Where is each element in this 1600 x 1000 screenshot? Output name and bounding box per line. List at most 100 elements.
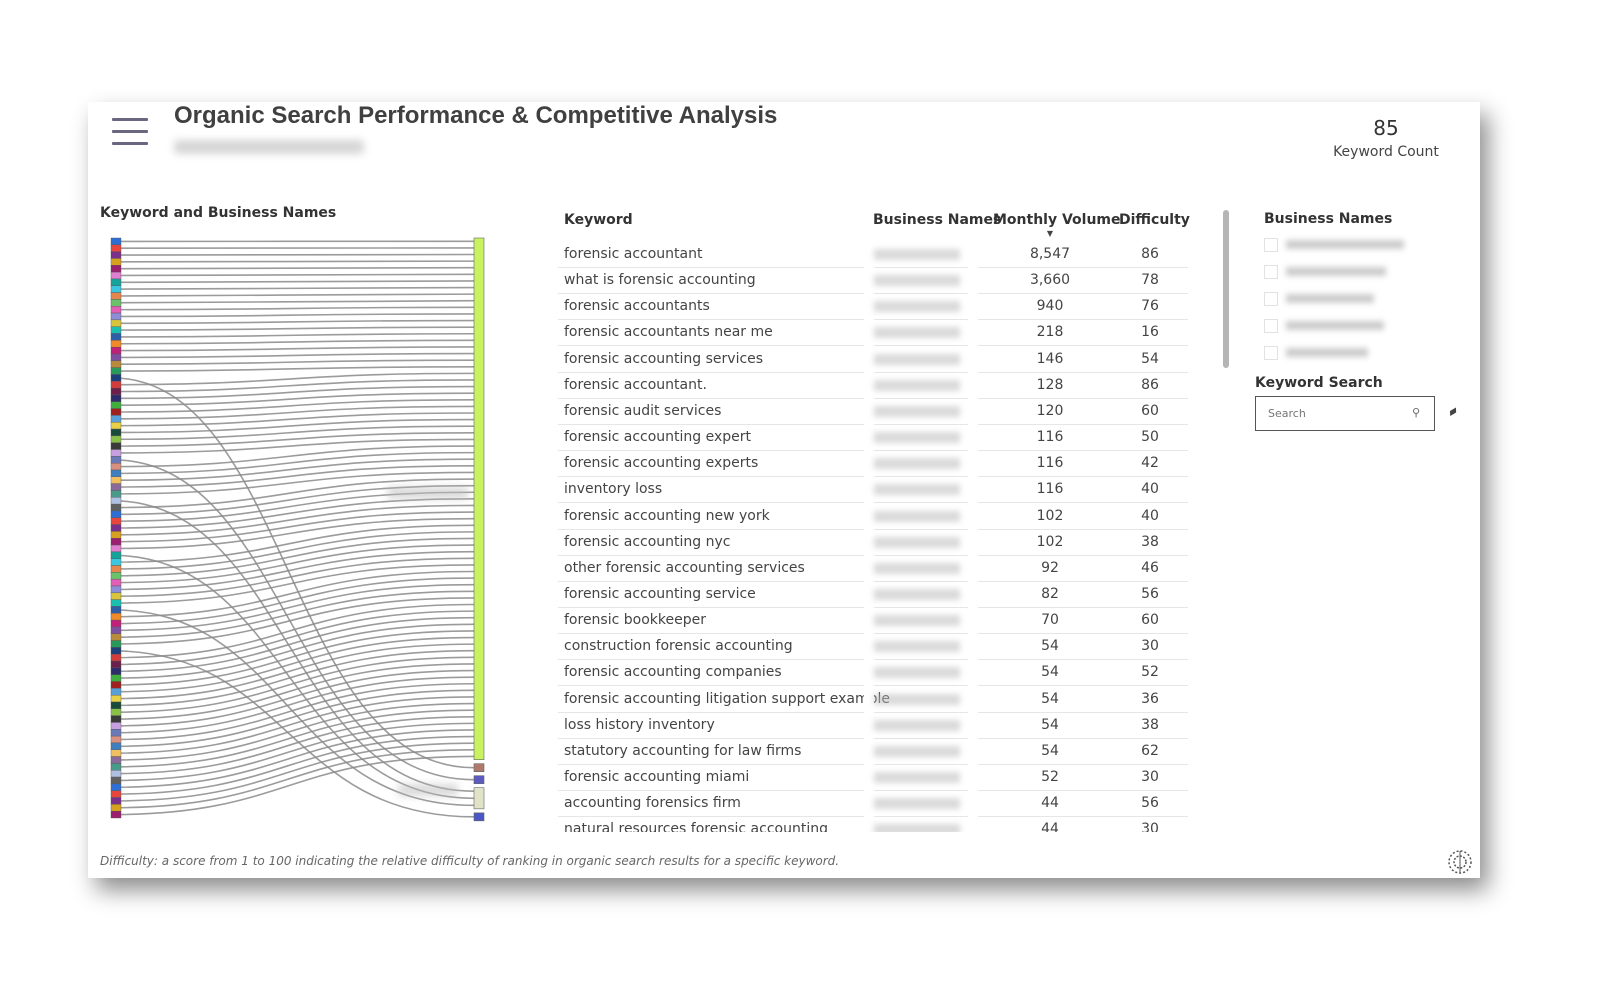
sankey-flow[interactable] xyxy=(111,676,475,734)
sankey-flow[interactable] xyxy=(111,465,475,488)
sankey-flow[interactable] xyxy=(111,306,475,311)
sankey-flow[interactable] xyxy=(111,610,475,666)
sankey-flow[interactable] xyxy=(111,458,475,781)
business-name-checkbox[interactable] xyxy=(1264,318,1424,334)
table-row[interactable]: what is forensic accounting 3,660 78 xyxy=(558,267,1188,295)
sankey-flow[interactable] xyxy=(111,696,475,754)
sankey-flow[interactable] xyxy=(111,735,475,795)
sankey-flow[interactable] xyxy=(111,299,475,304)
table-row[interactable]: forensic audit services 120 60 xyxy=(558,397,1188,425)
sankey-flow[interactable] xyxy=(111,504,475,536)
sankey-flow[interactable] xyxy=(111,616,475,673)
sankey-flow[interactable] xyxy=(111,709,475,768)
sankey-flow[interactable] xyxy=(111,590,475,638)
sankey-flow[interactable] xyxy=(111,280,475,284)
search-icon[interactable]: ⚲ xyxy=(1411,406,1420,419)
sankey-flow[interactable] xyxy=(111,531,475,570)
business-name-checkbox[interactable] xyxy=(1264,345,1424,361)
sankey-flow[interactable] xyxy=(111,385,475,400)
table-row[interactable]: forensic accounting nyc 102 38 xyxy=(558,528,1188,556)
table-row[interactable]: construction forensic accounting 54 30 xyxy=(558,633,1188,661)
sankey-flow[interactable] xyxy=(111,597,475,645)
sankey-flow[interactable] xyxy=(111,432,475,447)
sankey-flow[interactable] xyxy=(111,346,475,352)
sankey-flow[interactable] xyxy=(111,755,475,816)
sankey-flow[interactable] xyxy=(111,273,475,277)
sankey-flow[interactable] xyxy=(111,537,475,577)
sankey-flow[interactable] xyxy=(111,425,475,441)
sankey-flow[interactable] xyxy=(111,405,475,420)
sankey-flow[interactable] xyxy=(111,702,475,761)
table-row[interactable]: accounting forensics firm 44 56 xyxy=(558,790,1188,818)
sankey-flow[interactable] xyxy=(111,577,475,625)
sankey-flow[interactable] xyxy=(111,649,475,707)
sankey-flow[interactable] xyxy=(111,557,475,598)
business-name-checkbox[interactable] xyxy=(1264,237,1424,253)
sankey-flow[interactable] xyxy=(111,471,475,495)
sankey-flow[interactable] xyxy=(111,499,475,793)
col-header-business-names[interactable]: Business Names xyxy=(873,212,1002,228)
sankey-flow[interactable] xyxy=(111,478,475,509)
sankey-flow[interactable] xyxy=(111,365,475,372)
table-row[interactable]: forensic accounting expert 116 50 xyxy=(558,424,1188,452)
table-row[interactable]: forensic accounting service 82 56 xyxy=(558,580,1188,608)
table-row[interactable]: forensic bookkeeper 70 60 xyxy=(558,607,1188,635)
sankey-flow[interactable] xyxy=(111,445,475,468)
sankey-flow[interactable] xyxy=(111,253,475,256)
sankey-flow[interactable] xyxy=(111,326,475,331)
table-row[interactable]: forensic accountant 8,547 86 xyxy=(558,242,1188,268)
business-name-checkbox[interactable] xyxy=(1264,291,1424,307)
sankey-flow[interactable] xyxy=(111,319,475,325)
sankey-flow[interactable] xyxy=(111,412,475,427)
sankey-flow[interactable] xyxy=(111,451,475,475)
sankey-flow[interactable] xyxy=(111,550,475,591)
sankey-flow[interactable] xyxy=(111,715,475,775)
sankey-flow[interactable] xyxy=(111,570,475,618)
sankey-business-node[interactable] xyxy=(473,237,485,761)
sankey-flow[interactable] xyxy=(111,372,475,386)
table-row[interactable]: forensic accounting companies 54 52 xyxy=(558,659,1188,687)
sankey-flow[interactable] xyxy=(111,524,475,563)
sankey-flow[interactable] xyxy=(111,630,475,686)
col-header-monthly-volume[interactable]: Monthly Volume xyxy=(993,212,1121,228)
table-row[interactable]: forensic accounting services 146 54 xyxy=(558,345,1188,373)
sankey-flow[interactable] xyxy=(111,458,475,482)
sankey-flow[interactable] xyxy=(111,583,475,632)
sankey-flow[interactable] xyxy=(111,511,475,543)
table-scrollbar[interactable] xyxy=(1223,210,1229,368)
sankey-flow[interactable] xyxy=(111,748,475,809)
table-row[interactable]: forensic accounting litigation support e… xyxy=(558,685,1188,713)
sankey-chart[interactable] xyxy=(88,232,508,832)
sankey-keyword-node[interactable] xyxy=(110,810,122,819)
sankey-flow[interactable] xyxy=(111,517,475,550)
sankey-flow[interactable] xyxy=(111,689,475,748)
sankey-flow[interactable] xyxy=(111,339,475,345)
sankey-flow[interactable] xyxy=(111,418,475,434)
table-row[interactable]: forensic accountants near me 218 16 xyxy=(558,319,1188,347)
table-row[interactable]: forensic accounting miami 52 30 xyxy=(558,764,1188,791)
sankey-flow[interactable] xyxy=(111,286,475,290)
sort-descending-icon[interactable]: ▼ xyxy=(1046,229,1054,238)
sankey-flow[interactable] xyxy=(111,379,475,393)
sankey-flow[interactable] xyxy=(111,293,475,297)
sankey-flow[interactable] xyxy=(111,392,475,406)
sankey-flow[interactable] xyxy=(111,438,475,454)
sankey-flow[interactable] xyxy=(111,742,475,802)
table-row[interactable]: statutory accounting for law firms 54 62 xyxy=(558,737,1188,765)
table-row[interactable]: other forensic accounting services 92 46 xyxy=(558,554,1188,582)
sankey-flow[interactable] xyxy=(111,398,475,413)
sankey-flow[interactable] xyxy=(111,636,475,693)
sankey-business-node[interactable] xyxy=(473,787,485,810)
table-row[interactable]: loss history inventory 54 38 xyxy=(558,711,1188,739)
hamburger-menu-button[interactable] xyxy=(112,118,148,146)
sankey-flow[interactable] xyxy=(111,266,475,270)
sankey-business-node[interactable] xyxy=(473,775,485,785)
business-name-checkbox[interactable] xyxy=(1264,264,1424,280)
sankey-flow[interactable] xyxy=(111,656,475,714)
sankey-flow[interactable] xyxy=(111,643,475,700)
sankey-flow[interactable] xyxy=(111,722,475,782)
sankey-flow[interactable] xyxy=(111,603,475,659)
table-row[interactable]: natural resources forensic accounting 44… xyxy=(558,816,1188,832)
table-row[interactable]: forensic accounting experts 116 42 xyxy=(558,450,1188,478)
sankey-flow[interactable] xyxy=(111,313,475,318)
